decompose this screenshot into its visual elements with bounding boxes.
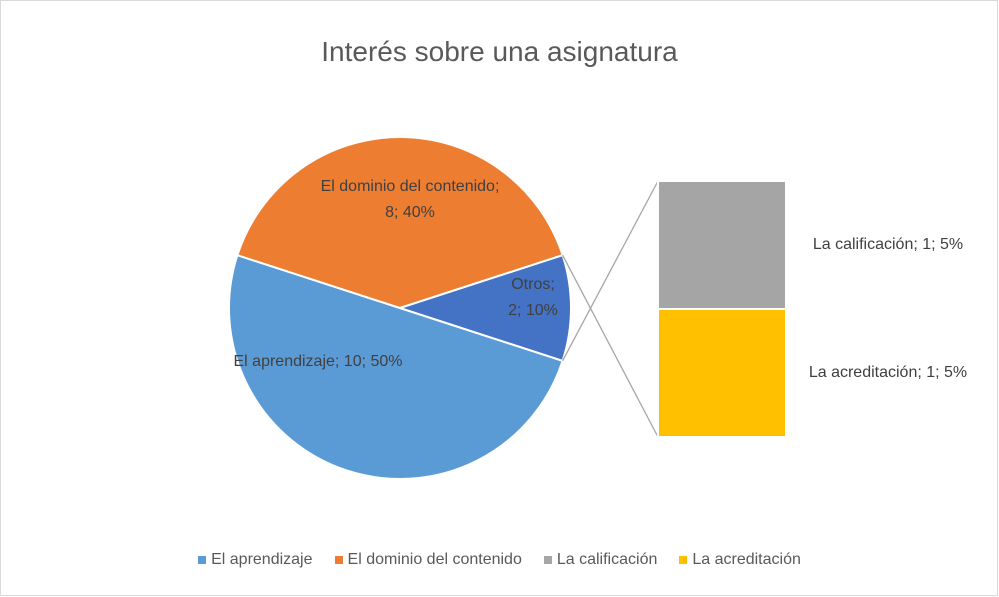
data-label: La calificación; 1; 5% xyxy=(812,236,964,253)
pie-slice xyxy=(228,253,564,480)
bar-segment xyxy=(657,308,787,438)
legend-swatch xyxy=(679,556,688,564)
legend-item: El dominio del contenido xyxy=(334,551,522,569)
data-label: La acreditación; 1; 5% xyxy=(808,364,968,381)
legend-item: La acreditación xyxy=(679,551,801,569)
data-label: El aprendizaje; 10; 50% xyxy=(233,353,403,370)
data-label: El dominio del contenido; 8; 40% xyxy=(320,178,500,221)
pie-slice xyxy=(236,135,564,310)
connector-line xyxy=(562,254,659,438)
legend-item: El aprendizaje xyxy=(198,551,313,569)
legend-label: La acreditación xyxy=(692,551,801,568)
chart-title: Interés sobre una asignatura xyxy=(321,36,678,67)
legend: El aprendizaje El dominio del contenido La… xyxy=(0,551,999,569)
bar-segment xyxy=(657,180,787,310)
legend-swatch xyxy=(543,556,552,564)
connector-line xyxy=(562,180,659,362)
legend-swatch xyxy=(334,556,343,564)
legend-swatch xyxy=(198,556,207,564)
pie-slice xyxy=(396,253,572,363)
legend-item: La calificación xyxy=(543,551,658,569)
data-label: Otros; 2; 10% xyxy=(508,276,558,319)
legend-label: La calificación xyxy=(556,551,658,568)
legend-label: El dominio del contenido xyxy=(347,551,522,568)
legend-label: El aprendizaje xyxy=(211,551,313,568)
